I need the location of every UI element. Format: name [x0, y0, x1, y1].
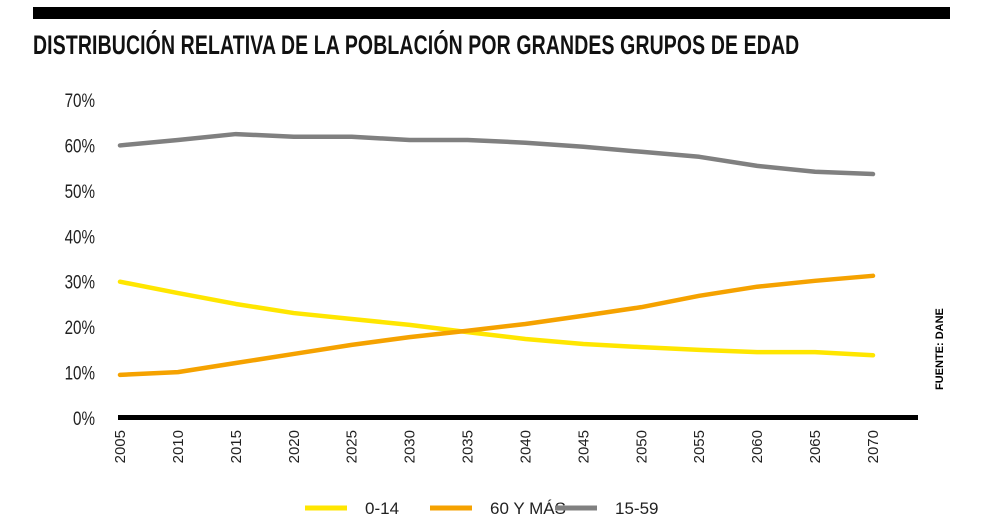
legend-label: 15-59 [615, 499, 658, 518]
x-tick-label: 2005 [112, 430, 129, 463]
x-tick-label: 2060 [749, 430, 766, 463]
chart-title: DISTRIBUCIÓN RELATIVA DE LA POBLACIÓN PO… [33, 30, 800, 60]
x-axis-line [118, 415, 918, 420]
y-tick-label: 70% [65, 89, 95, 111]
x-tick-label: 2045 [575, 430, 592, 463]
x-tick-label: 2020 [286, 430, 303, 463]
x-tick-label: 2030 [402, 430, 419, 463]
series-line-15-59 [117, 131, 876, 177]
y-tick-label: 30% [65, 271, 95, 293]
top-rule [33, 7, 950, 19]
x-tick-label: 2070 [865, 430, 882, 463]
x-tick-label: 2010 [170, 430, 187, 463]
series-line-60-y-m-s [117, 273, 876, 378]
x-tick-label: 2040 [517, 430, 534, 463]
legend-label: 0-14 [365, 499, 399, 518]
y-tick-label: 40% [65, 226, 95, 248]
y-tick-label: 50% [65, 180, 95, 202]
y-tick-label: 20% [65, 316, 95, 338]
y-tick-label: 10% [65, 362, 95, 384]
x-tick-label: 2035 [460, 430, 477, 463]
x-tick-label: 2025 [344, 430, 361, 463]
series-line-0-14 [117, 279, 876, 358]
y-tick-label: 0% [73, 407, 95, 429]
source-label: FUENTE: DANE [934, 308, 946, 390]
x-tick-label: 2015 [228, 430, 245, 463]
x-tick-label: 2065 [807, 430, 824, 463]
y-tick-label: 60% [65, 135, 95, 157]
x-tick-label: 2050 [633, 430, 650, 463]
x-tick-label: 2055 [691, 430, 708, 463]
legend-label: 60 Y MÁS [490, 499, 566, 518]
